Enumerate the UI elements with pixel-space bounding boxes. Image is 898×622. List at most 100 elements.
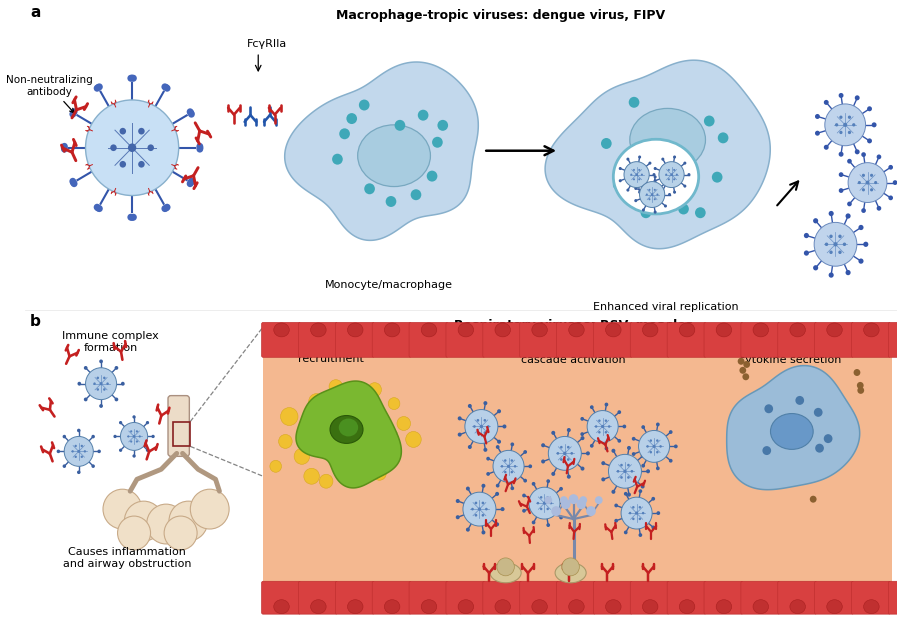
Circle shape	[627, 188, 629, 192]
Circle shape	[653, 173, 656, 176]
Circle shape	[673, 156, 676, 159]
Circle shape	[57, 450, 60, 453]
Circle shape	[804, 233, 809, 238]
Text: Immune complex
formation: Immune complex formation	[62, 331, 159, 353]
Circle shape	[128, 214, 136, 221]
Circle shape	[478, 508, 481, 511]
Circle shape	[888, 165, 893, 170]
Circle shape	[617, 470, 620, 473]
Circle shape	[621, 464, 623, 466]
Circle shape	[188, 109, 194, 116]
Circle shape	[668, 193, 671, 196]
Circle shape	[546, 523, 550, 527]
Circle shape	[815, 443, 823, 453]
Circle shape	[839, 188, 843, 193]
Circle shape	[496, 445, 499, 449]
Circle shape	[642, 177, 645, 180]
Circle shape	[145, 421, 149, 424]
Circle shape	[84, 397, 88, 401]
Circle shape	[485, 508, 488, 511]
Ellipse shape	[790, 323, 806, 337]
Circle shape	[320, 474, 333, 488]
Circle shape	[647, 445, 648, 448]
FancyBboxPatch shape	[409, 322, 448, 357]
Circle shape	[861, 152, 866, 157]
Circle shape	[100, 382, 102, 385]
Circle shape	[309, 394, 324, 409]
Circle shape	[608, 425, 611, 428]
Circle shape	[762, 446, 771, 455]
FancyBboxPatch shape	[298, 322, 338, 357]
FancyBboxPatch shape	[851, 582, 890, 614]
Circle shape	[638, 490, 642, 493]
Ellipse shape	[568, 323, 585, 337]
Circle shape	[654, 211, 656, 214]
Circle shape	[602, 477, 605, 481]
Circle shape	[641, 425, 645, 429]
Circle shape	[75, 455, 77, 458]
Circle shape	[483, 401, 488, 405]
Circle shape	[427, 170, 437, 182]
Circle shape	[84, 366, 88, 370]
Circle shape	[339, 128, 350, 139]
Polygon shape	[263, 324, 892, 613]
Circle shape	[130, 430, 132, 432]
Circle shape	[128, 214, 134, 221]
Circle shape	[847, 159, 852, 164]
Circle shape	[867, 106, 872, 111]
Circle shape	[543, 501, 546, 504]
Circle shape	[550, 502, 552, 504]
Circle shape	[636, 174, 638, 176]
Circle shape	[119, 128, 126, 134]
Circle shape	[614, 519, 618, 522]
Circle shape	[635, 511, 638, 514]
Circle shape	[110, 144, 117, 151]
Circle shape	[373, 466, 386, 480]
Circle shape	[77, 470, 81, 474]
Circle shape	[661, 188, 665, 192]
Circle shape	[737, 358, 744, 364]
Circle shape	[119, 161, 126, 168]
Circle shape	[587, 411, 618, 442]
Circle shape	[406, 432, 421, 447]
Circle shape	[676, 174, 678, 175]
Circle shape	[669, 430, 673, 434]
Circle shape	[522, 509, 526, 513]
FancyBboxPatch shape	[814, 322, 853, 357]
Ellipse shape	[717, 600, 732, 614]
Ellipse shape	[629, 108, 706, 171]
Circle shape	[456, 499, 460, 503]
Circle shape	[561, 499, 570, 509]
Circle shape	[465, 409, 497, 443]
Circle shape	[547, 496, 549, 499]
Circle shape	[858, 387, 864, 394]
FancyBboxPatch shape	[409, 582, 448, 614]
Circle shape	[368, 383, 382, 397]
Circle shape	[796, 396, 804, 405]
Circle shape	[870, 174, 873, 177]
Circle shape	[847, 202, 852, 207]
Ellipse shape	[864, 323, 879, 337]
Ellipse shape	[384, 600, 400, 614]
Circle shape	[632, 452, 636, 456]
Circle shape	[359, 100, 370, 111]
Circle shape	[84, 450, 86, 453]
FancyBboxPatch shape	[814, 582, 853, 614]
Circle shape	[130, 75, 136, 81]
Circle shape	[612, 179, 623, 190]
Circle shape	[481, 514, 484, 517]
Circle shape	[163, 204, 171, 211]
Circle shape	[72, 450, 74, 453]
Circle shape	[103, 376, 106, 379]
Circle shape	[437, 120, 448, 131]
Circle shape	[115, 366, 119, 370]
Circle shape	[855, 149, 859, 154]
Circle shape	[152, 435, 154, 438]
Circle shape	[633, 179, 635, 180]
Circle shape	[568, 494, 578, 504]
Circle shape	[814, 408, 823, 417]
Circle shape	[846, 213, 850, 219]
FancyBboxPatch shape	[741, 322, 779, 357]
Circle shape	[365, 183, 374, 194]
Circle shape	[648, 185, 651, 188]
